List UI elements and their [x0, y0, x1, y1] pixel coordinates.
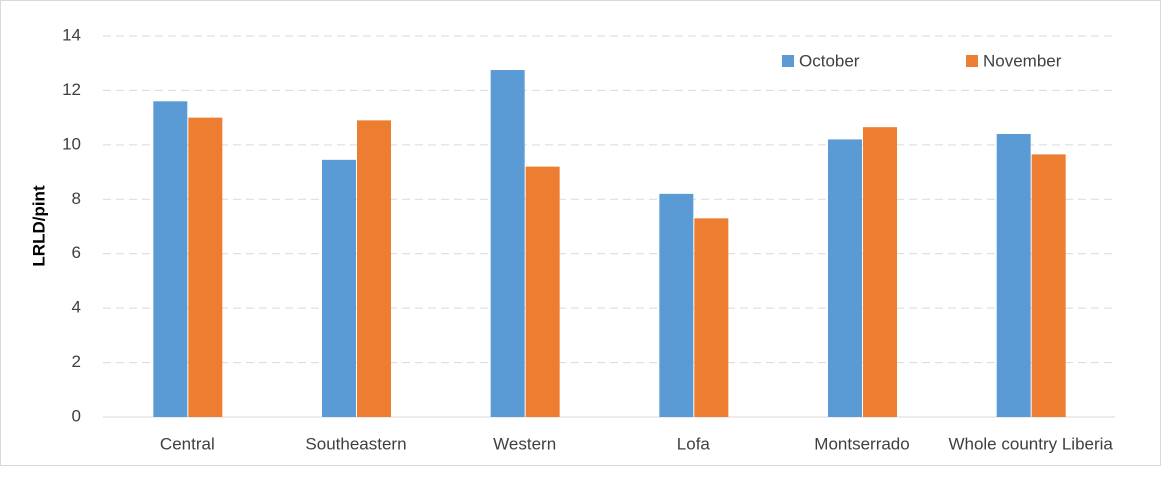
- bar: [828, 139, 862, 417]
- bar: [863, 127, 897, 418]
- bar: [357, 120, 391, 417]
- bar: [694, 218, 729, 417]
- y-tick-label: 14: [62, 25, 81, 44]
- bar: [996, 133, 1031, 417]
- bar: [188, 117, 223, 418]
- bar: [1031, 154, 1066, 417]
- bar: [525, 166, 560, 417]
- bar: [322, 159, 356, 417]
- x-tick-label: Southeastern: [305, 434, 406, 453]
- y-tick-label: 4: [72, 298, 81, 317]
- y-tick-label: 0: [72, 406, 81, 425]
- y-tick-label: 2: [72, 352, 81, 371]
- legend-label: October: [799, 51, 860, 70]
- y-tick-label: 10: [62, 134, 81, 153]
- legend-label: November: [983, 51, 1062, 70]
- legend-swatch: [782, 55, 794, 67]
- x-tick-label: Montserrado: [814, 434, 909, 453]
- bar: [490, 70, 525, 418]
- x-tick-label: Lofa: [677, 434, 711, 453]
- y-tick-label: 8: [72, 189, 81, 208]
- y-tick-label: 6: [72, 243, 81, 262]
- bar: [153, 101, 188, 418]
- x-tick-label: Whole country Liberia: [948, 434, 1113, 453]
- y-axis-label: LRLD/pint: [29, 185, 48, 267]
- bar: [659, 193, 694, 417]
- x-tick-label: Central: [160, 434, 215, 453]
- x-tick-label: Western: [493, 434, 556, 453]
- chart-frame: [0, 0, 1161, 466]
- y-tick-label: 12: [62, 80, 81, 99]
- legend-swatch: [966, 55, 978, 67]
